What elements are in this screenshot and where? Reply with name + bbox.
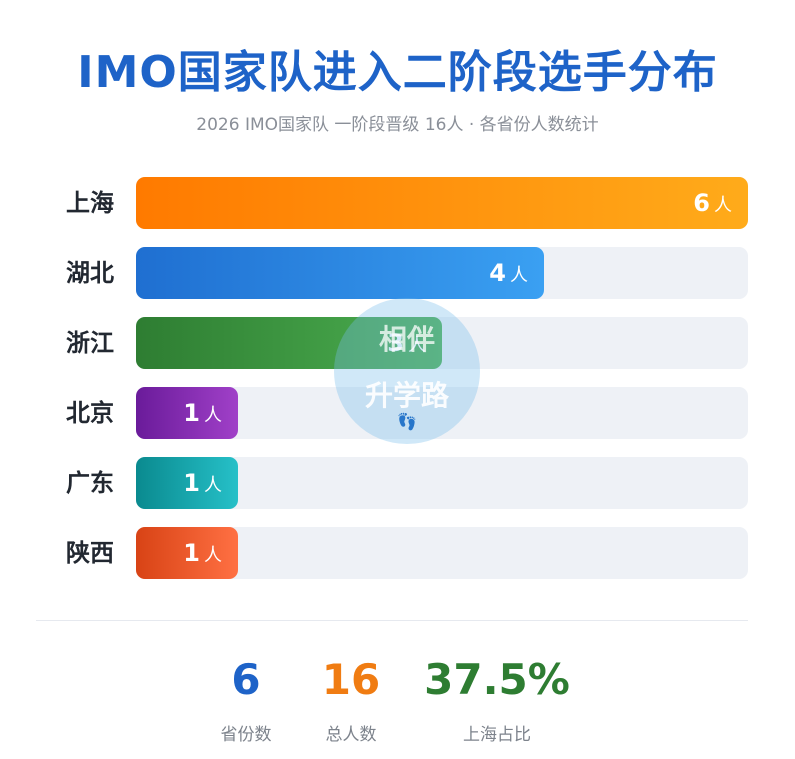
stat-total: 16 总人数 [266, 652, 436, 745]
stat-shanghai-share-label: 上海占比 [463, 725, 531, 745]
bar [136, 527, 238, 579]
bar [136, 177, 748, 229]
stat-total-label: 总人数 [325, 725, 377, 745]
chart-title: IMO国家队进入二阶段选手分布 [77, 47, 718, 98]
bar-chart: 上海 6 人湖北 4 人浙江 3 人北京 1 人广东 1 人陕西 1 人 [66, 177, 748, 579]
stat-shanghai-share-value: 37.5% [424, 655, 570, 704]
category-label: 湖北 [66, 259, 114, 287]
stat-provinces-value: 6 [231, 655, 261, 704]
divider [36, 620, 748, 621]
category-label: 浙江 [66, 329, 114, 357]
bar [136, 457, 238, 509]
bar [136, 247, 544, 299]
stat-total-value: 16 [321, 655, 381, 704]
stat-provinces: 6 省份数 [161, 652, 331, 745]
category-label: 广东 [66, 469, 114, 497]
stat-shanghai-share: 37.5% 上海占比 [412, 652, 582, 745]
category-label: 陕西 [66, 539, 114, 567]
bar-track [136, 527, 748, 579]
bar [136, 317, 442, 369]
bar [136, 387, 238, 439]
stat-provinces-label: 省份数 [220, 725, 272, 745]
chart-subtitle: 2026 IMO国家队 一阶段晋级 16人 · 各省份人数统计 [196, 115, 599, 135]
category-label: 北京 [66, 399, 114, 427]
bar-track [136, 387, 748, 439]
bar-track [136, 457, 748, 509]
category-label: 上海 [66, 189, 114, 217]
